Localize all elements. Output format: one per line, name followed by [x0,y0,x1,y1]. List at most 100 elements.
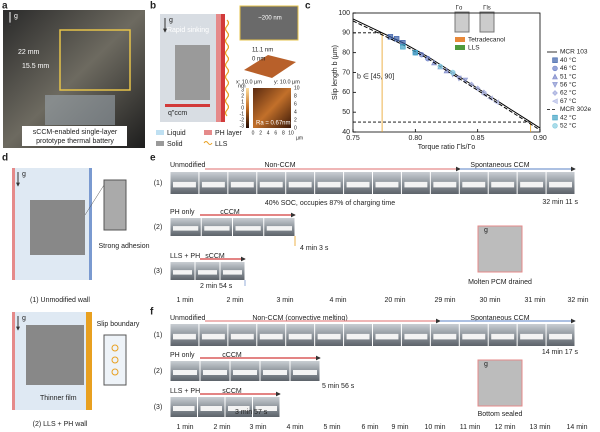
pcm [549,333,572,340]
wall [89,168,92,280]
pcm [198,270,217,275]
legend-swatch [156,130,164,135]
pcm [375,181,399,188]
label: (2) [154,224,163,231]
label: 6 [294,101,297,107]
label: -1 [240,111,245,117]
label: sCCM-enabled single-layer [33,129,118,136]
marker [552,65,558,72]
label: Rapid sinking [167,27,209,34]
label: LLS + PH [170,388,200,395]
lls [224,19,230,117]
label: Thinner film [40,395,77,402]
pcm [228,406,250,411]
label: 22 mm [18,49,40,56]
x-tick-label: 0.90 [533,135,547,142]
label: 4 min [286,424,303,431]
legend-label: 40 °C [560,56,577,64]
label: Spontaneous CCM [470,315,529,322]
label: g [484,227,488,234]
x-tick-label: 0.85 [471,135,485,142]
caption-box [22,126,127,146]
marker [552,73,558,80]
label: nm [238,83,246,89]
pcm [230,181,254,188]
schematic [477,225,523,273]
pcm [317,181,341,188]
label: x: 10.0 µm [236,79,262,85]
label: 1 min [176,424,193,431]
colorbar [246,88,249,128]
panel-label: a [2,1,8,12]
label: cCCM [222,352,242,359]
label: Unmodified [170,162,206,169]
y-tick-label: 100 [338,10,350,17]
slip [111,368,119,376]
legend-label: MCR 302e [560,106,591,113]
label: PH only [170,209,195,216]
label: LLS [215,141,228,148]
label: Solid [167,141,183,148]
label: 6 [274,130,277,136]
y-tick-label: 60 [342,89,350,96]
label: 4 min 3 s [300,245,329,252]
pcm [375,333,399,340]
pcm [520,333,544,340]
label: g [14,13,18,20]
label: 10 [288,130,294,136]
label: g [22,315,26,322]
label: Liquid [167,130,186,137]
lls-wall [86,312,92,410]
label: (3) [154,404,163,411]
label: LLS [468,45,480,52]
legend-swatch [455,45,465,50]
pcm [549,181,572,188]
pcm [203,370,227,375]
label: (2) [154,368,163,375]
wall [12,168,15,280]
label: Spontaneous CCM [470,162,529,169]
y-tick-label: 90 [342,30,350,37]
panel-label: f [150,307,154,318]
pcm [233,370,257,375]
label: (1) [154,180,163,187]
label: 6 min [361,424,378,431]
legend-label: 67 °C [560,97,577,105]
slip [111,356,119,364]
x-axis-label: Torque ratio Γls/Γo [418,144,476,151]
pcm [433,181,457,188]
pcm [520,181,544,188]
zoom-line [84,184,105,216]
label: PH only [170,352,195,359]
solid [30,200,85,255]
label: 0 [294,125,297,131]
wall [221,14,225,122]
label: 30 min [479,297,500,304]
label: 2 min [226,297,243,304]
label: Unmodified [170,315,206,322]
pcm [266,226,292,231]
label: Non-CCM [264,162,295,169]
label: 0 nm [252,57,265,63]
legend-label: 46 °C [560,64,577,72]
label: 1 min [176,297,193,304]
label: µm [296,135,303,141]
marker [552,82,558,88]
line [352,20,541,131]
label: (1) Unmodified wall [30,297,90,304]
marker [552,114,558,121]
label: PH layer [215,130,243,137]
highlight [59,29,131,91]
marker [552,90,558,96]
pcm [346,181,370,188]
label: 14 min 17 s [542,349,579,356]
heater [165,104,210,107]
label: 11 min [460,424,481,431]
label: g [484,361,488,368]
pcm [491,333,515,340]
pcm [201,333,225,340]
label: 5 min [323,424,340,431]
sem-frame [239,5,299,41]
label: Strong adhesion [99,243,150,250]
label: LLS + PH [170,253,200,260]
